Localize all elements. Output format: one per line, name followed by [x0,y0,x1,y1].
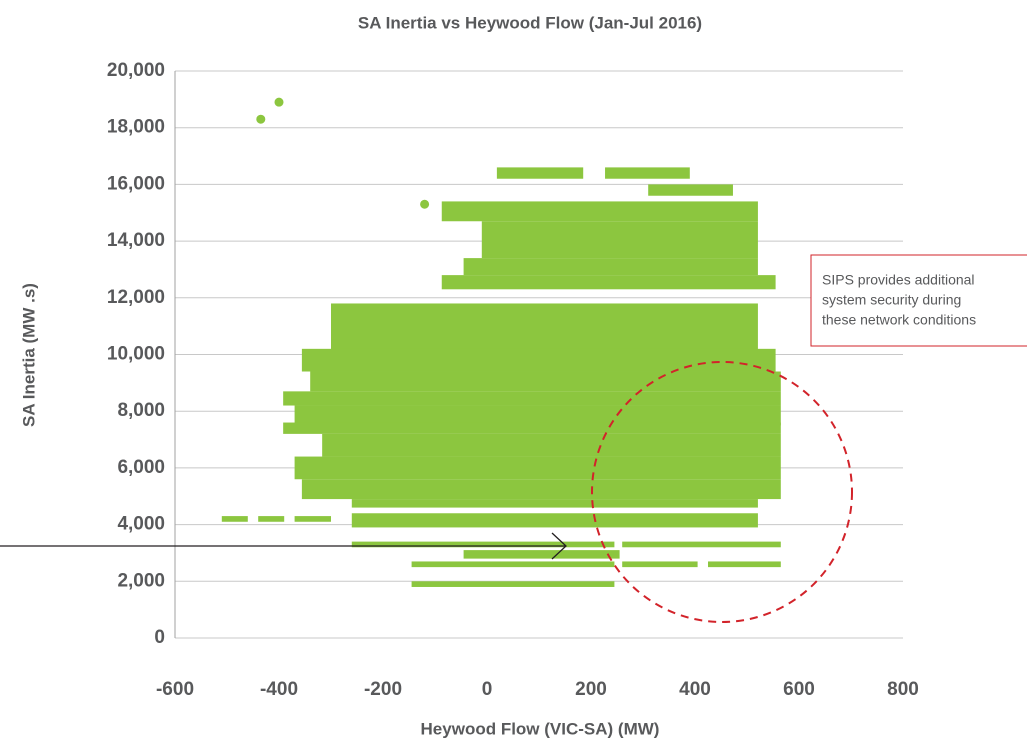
point-region [221,516,248,522]
y-tick-label: 6,000 [117,457,165,478]
point-region [294,516,331,522]
point-region [301,479,781,500]
point [420,199,430,209]
point-region [294,405,781,426]
x-tick-label: -400 [260,679,298,700]
point-region [351,499,758,508]
point-region [301,348,776,372]
annotation-text: system security during [822,292,961,308]
point-region [411,561,615,568]
point-region [441,275,776,290]
point-region [258,516,285,522]
point-region [463,550,620,559]
y-tick-label: 2,000 [117,570,165,591]
point-region [310,371,781,392]
highlight-circle [591,361,853,623]
annotation-text: these network conditions [822,312,976,328]
y-axis-label: SA Inertia (MW .s) [19,283,38,427]
point-region [283,391,781,406]
plot [175,70,903,639]
y-tick-label: 20,000 [107,60,165,81]
x-tick-label: -200 [364,679,402,700]
y-tick-label: 4,000 [117,514,165,535]
point-region [708,561,781,568]
chart-title: SA Inertia vs Heywood Flow (Jan-Jul 2016… [358,13,702,32]
point-region [283,422,781,434]
x-tick-label: 400 [679,679,711,700]
y-tick-label: 12,000 [107,287,165,308]
point-region [331,303,758,352]
point [256,114,266,124]
point [274,97,284,107]
annotation-text: SIPS provides additional [822,272,975,288]
annotation-box [810,254,1027,347]
x-tick-label: 0 [482,679,493,700]
x-tick-label: -600 [156,679,194,700]
point-region [411,581,615,587]
point-region [496,167,584,179]
point-region [622,541,781,548]
y-tick-label: 18,000 [107,117,165,138]
point-region [463,258,758,276]
point-region [481,221,758,259]
point-region [351,513,758,528]
x-tick-label: 800 [887,679,919,700]
point-region [441,201,758,222]
point-region [294,456,781,480]
y-tick-label: 10,000 [107,344,165,365]
y-tick-label: 14,000 [107,230,165,251]
y-tick-label: 0 [154,627,165,648]
point-region [351,541,615,548]
x-tick-label: 600 [783,679,815,700]
point-region [322,433,781,457]
x-axis-label: Heywood Flow (VIC-SA) (MW) [421,719,660,738]
point-region [648,184,733,196]
arrow-head [551,532,567,560]
x-tick-label: 200 [575,679,607,700]
y-tick-label: 16,000 [107,173,165,194]
point-region [622,561,698,568]
point-region [605,167,690,179]
y-tick-label: 8,000 [117,400,165,421]
